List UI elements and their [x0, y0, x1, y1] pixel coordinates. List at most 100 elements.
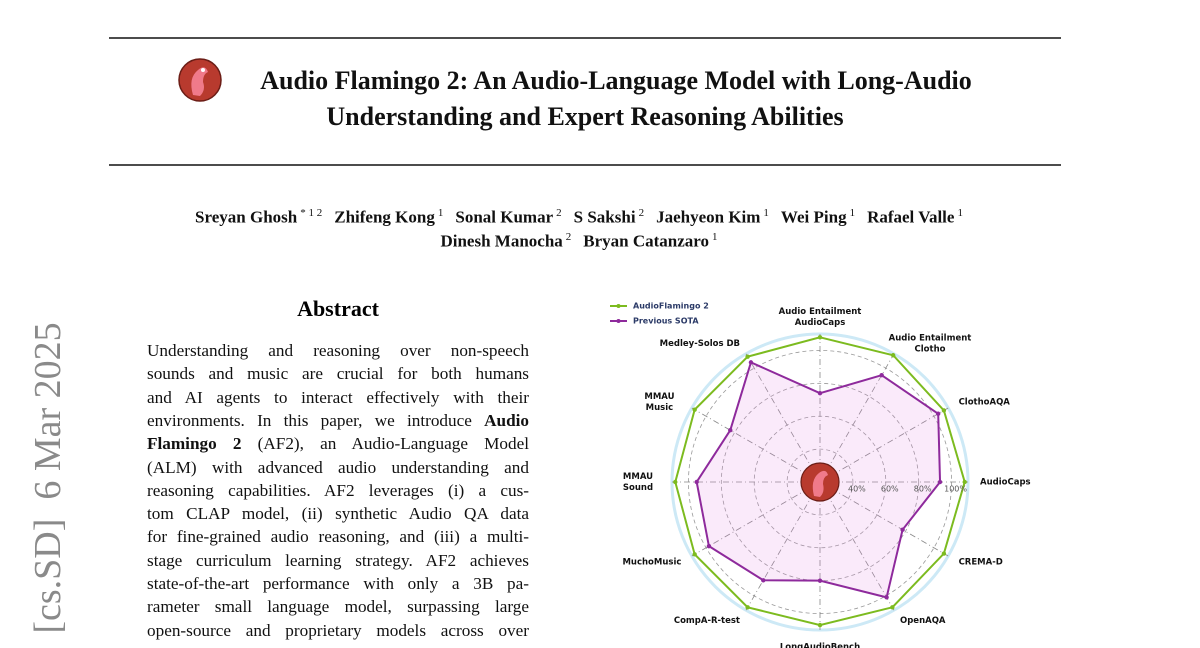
abstract-line: Understanding and reasoning over non-spe… — [147, 341, 529, 361]
data-point — [937, 479, 943, 485]
data-point — [817, 578, 823, 583]
category-label: ClothoAQA — [959, 398, 1011, 408]
author-affiliation: 1 — [763, 207, 769, 219]
author-name: Sonal Kumar — [455, 207, 554, 227]
data-point — [941, 551, 947, 556]
data-point — [692, 552, 697, 557]
abstract-line: rameter small language model, surpassing… — [147, 597, 529, 617]
author-name: Dinesh Manocha — [440, 231, 563, 251]
abstract-line: sounds and music are crucial for both hu… — [147, 364, 529, 384]
author-name: S Sakshi — [573, 207, 636, 227]
author-affiliation: 2 — [565, 231, 572, 243]
legend-marker — [616, 319, 621, 323]
author-name: Sreyan Ghosh — [195, 207, 298, 227]
spoke — [745, 353, 821, 483]
category-label: Clotho — [915, 344, 946, 354]
spoke — [745, 481, 821, 611]
data-point — [694, 479, 699, 485]
abstract-line: reasoning capabilities. AF2 leverages (i… — [147, 481, 529, 501]
r-tick-label: 40% — [848, 485, 866, 494]
category-label: MMAU — [623, 472, 653, 482]
category-label: Music — [646, 403, 674, 413]
data-point — [817, 335, 823, 340]
abstract-text: (ALM) with advanced audio understanding … — [147, 457, 529, 477]
data-point — [761, 578, 766, 583]
author-affiliation: 1 — [712, 231, 718, 243]
abstract-line: state-of-the-art performance with only a… — [147, 574, 529, 594]
abstract-text: environments. In this paper, we introduc… — [147, 410, 485, 430]
category-label: Medley-Solos DB — [660, 339, 740, 349]
author-name: Rafael Valle — [867, 207, 955, 227]
author-line: Dinesh Manocha 2 Bryan Catanzaro 1 — [0, 231, 1170, 252]
author-affiliation: 2 — [556, 207, 562, 219]
spoke — [691, 481, 821, 557]
data-point — [890, 605, 895, 610]
abstract-heading: Abstract — [297, 296, 379, 321]
data-point — [879, 372, 884, 378]
category-label: OpenAQA — [900, 616, 946, 626]
data-point — [745, 605, 750, 610]
category-label: Audio Entailment — [779, 307, 862, 317]
center-icon — [800, 462, 840, 502]
category-label: LongAudioBench — [780, 643, 860, 648]
abstract-line: environments. In this paper, we introduc… — [147, 411, 529, 431]
title-line: Audio Flamingo 2: An Audio-Language Mode… — [260, 66, 972, 95]
abstract-text: stage curriculum learning strategy. AF2 … — [147, 550, 529, 570]
data-point — [692, 407, 697, 412]
abstract-text: (AF2), an Audio-Language Model — [241, 434, 529, 454]
author-name: Bryan Catanzaro — [583, 231, 710, 251]
author-affiliation: * 1 2 — [300, 207, 323, 219]
abstract-text: reasoning capabilities. AF2 leverages (i… — [147, 480, 529, 500]
data-point — [817, 622, 823, 628]
r-tick-label: 100% — [944, 485, 967, 494]
legend-label: AudioFlamingo 2 — [633, 302, 709, 311]
author-line: Sreyan Ghosh * 1 2 Zhifeng Kong 1 Sonal Kuma… — [0, 207, 1170, 228]
abstract-text: open-source and proprietary models acros… — [147, 620, 529, 640]
abstract-line: and AI agents to interact effectively wi… — [147, 388, 529, 408]
category-label: MMAU — [644, 392, 674, 402]
author-name: Jaehyeon Kim — [656, 207, 761, 227]
r-tick-label: 80% — [914, 485, 932, 494]
legend-marker — [616, 304, 621, 308]
spoke — [819, 481, 949, 557]
category-label: AudioCaps — [795, 318, 846, 328]
abstract-line: stage curriculum learning strategy. AF2 … — [147, 551, 529, 571]
category-label: CompA-R-test — [674, 616, 740, 626]
data-point — [706, 543, 712, 549]
abstract-text: tom CLAP model, (ii) synthetic Audio QA … — [147, 504, 529, 524]
data-point — [817, 391, 823, 396]
title-icon — [178, 58, 222, 102]
category-label: MuchoMusic — [622, 558, 681, 568]
r-tick-label: 60% — [881, 485, 899, 494]
author-affiliation: 1 — [849, 207, 856, 219]
abstract-line: open-source and proprietary models acros… — [147, 621, 529, 641]
abstract-text: and AI agents to interact effectively wi… — [147, 387, 529, 407]
spoke — [819, 353, 895, 483]
grid-circle — [786, 448, 854, 516]
spoke — [819, 481, 895, 611]
abstract-text: rameter small language model, surpassing… — [147, 597, 529, 617]
abstract-text: Audio — [484, 410, 529, 430]
data-point — [745, 354, 750, 359]
data-point — [748, 360, 754, 365]
abstract-text: for fine-grained audio reasoning, and (i… — [147, 527, 529, 547]
author-name: Zhifeng Kong — [334, 207, 435, 227]
abstract-text: Flamingo 2 — [147, 434, 242, 454]
category-label: Audio Entailment — [889, 333, 972, 343]
icon-flamingo — [812, 470, 828, 497]
legend-label: Previous SOTA — [633, 317, 699, 326]
abstract-line: Flamingo 2 (AF2), an Audio-Language Mode… — [147, 434, 529, 454]
spoke — [819, 407, 949, 483]
abstract-line: for fine-grained audio reasoning, and (i… — [147, 527, 529, 547]
category-label: AudioCaps — [980, 478, 1031, 488]
abstract-line: tom CLAP model, (ii) synthetic Audio QA … — [147, 504, 529, 524]
category-label: CREMA-D — [959, 558, 1003, 568]
title-line: Understanding and Expert Reasoning Abili… — [326, 102, 844, 131]
abstract-text: Understanding and reasoning over non-spe… — [147, 341, 529, 360]
data-point — [890, 353, 896, 358]
data-point — [673, 479, 678, 485]
data-point — [962, 479, 967, 485]
abstract-line: (ALM) with advanced audio understanding … — [147, 458, 529, 478]
